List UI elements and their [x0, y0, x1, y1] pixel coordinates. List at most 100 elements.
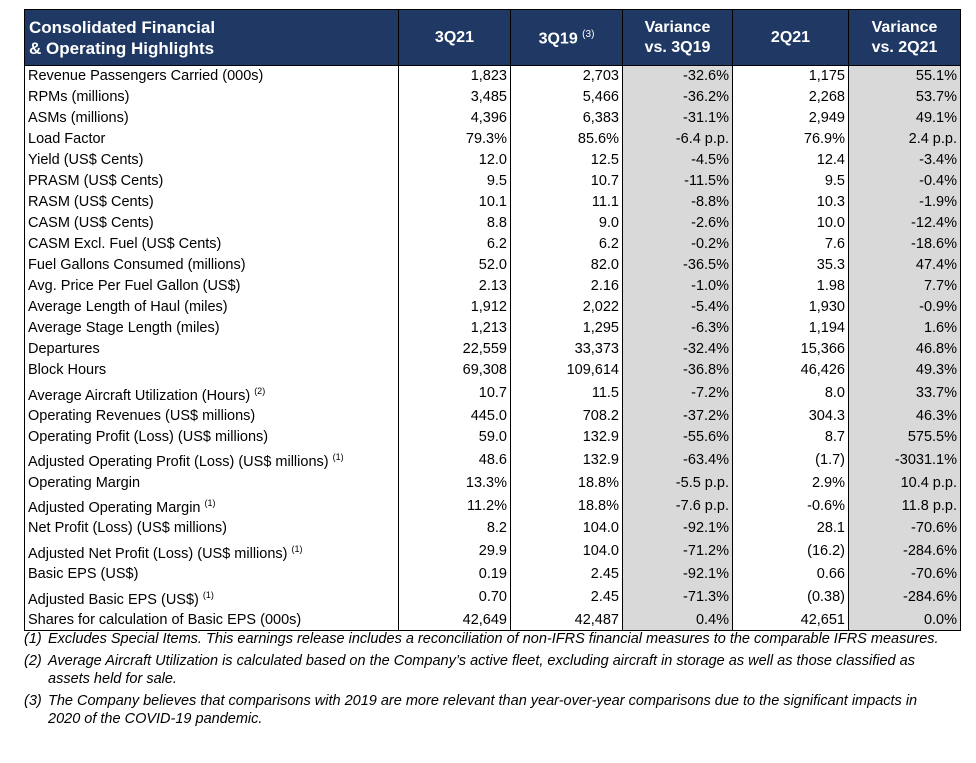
- cell-2q21: 12.4: [732, 149, 849, 171]
- table-row: Yield (US$ Cents) 12.0 12.5 -4.5% 12.4 -3.4%: [24, 149, 961, 171]
- cell-3q21: 48.6: [398, 447, 511, 473]
- cell-variance-3q19: -32.4%: [622, 338, 733, 360]
- table-row: ASMs (millions) 4,396 6,383 -31.1% 2,949 49.1…: [24, 107, 961, 129]
- table-row: Average Aircraft Utilization (Hours) (2)…: [24, 380, 961, 406]
- cell-3q21: 11.2%: [398, 493, 511, 518]
- cell-3q21: 22,559: [398, 338, 511, 360]
- cell-3q21: 3,485: [398, 86, 511, 108]
- cell-variance-2q21: -70.6%: [848, 517, 961, 539]
- table-row: Adjusted Operating Profit (Loss) (US$ mi…: [24, 447, 961, 473]
- row-label: Operating Profit (Loss) (US$ millions): [28, 428, 269, 445]
- cell-2q21: 76.9%: [732, 128, 849, 150]
- cell-variance-3q19: -92.1%: [622, 563, 733, 585]
- cell-3q21: 6.2: [398, 233, 511, 255]
- cell-variance-3q19: 0.4%: [622, 609, 733, 632]
- cell-2q21: 8.0: [732, 380, 849, 406]
- cell-variance-2q21: -284.6%: [848, 538, 961, 564]
- cell-2q21: 1,194: [732, 317, 849, 339]
- cell-variance-3q19: -4.5%: [622, 149, 733, 171]
- row-footnote-ref: (1): [332, 452, 344, 463]
- row-label-cell: Operating Profit (Loss) (US$ millions): [24, 426, 399, 448]
- cell-variance-2q21: 55.1%: [848, 65, 961, 87]
- cell-variance-2q21: 49.1%: [848, 107, 961, 129]
- row-label-cell: Basic EPS (US$): [24, 563, 399, 585]
- col-header-variance-2q21-line1: Variance: [871, 18, 938, 36]
- row-label-cell: RPMs (millions): [24, 86, 399, 108]
- cell-3q19: 12.5: [510, 149, 623, 171]
- cell-3q19: 1,295: [510, 317, 623, 339]
- row-label-cell: Avg. Price Per Fuel Gallon (US$): [24, 275, 399, 297]
- col-header-2q21: 2Q21: [732, 9, 849, 66]
- cell-2q21: 304.3: [732, 405, 849, 427]
- cell-variance-3q19: -71.3%: [622, 584, 733, 610]
- cell-3q19: 33,373: [510, 338, 623, 360]
- row-label-cell: Revenue Passengers Carried (000s): [24, 65, 399, 87]
- cell-variance-3q19: -5.4%: [622, 296, 733, 318]
- cell-3q21: 12.0: [398, 149, 511, 171]
- cell-3q21: 8.8: [398, 212, 511, 234]
- cell-variance-2q21: -18.6%: [848, 233, 961, 255]
- col-header-3q21: 3Q21: [398, 9, 511, 66]
- cell-variance-3q19: -0.2%: [622, 233, 733, 255]
- row-label: RASM (US$ Cents): [28, 194, 154, 210]
- cell-2q21: 1,930: [732, 296, 849, 318]
- table-row: Operating Margin 13.3% 18.8% -5.5 p.p. 2.9% 1…: [24, 472, 961, 494]
- row-label-cell: Adjusted Net Profit (Loss) (US$ millions…: [24, 538, 399, 564]
- cell-3q19: 109,614: [510, 359, 623, 381]
- cell-2q21: 2.9%: [732, 472, 849, 494]
- col-header-3q19-footnote-ref: (3): [582, 29, 595, 41]
- footnote-text: The Company believes that comparisons wi…: [48, 693, 918, 727]
- cell-3q21: 0.19: [398, 563, 511, 585]
- table-row: Departures 22,559 33,373 -32.4% 15,366 46.8%: [24, 338, 961, 360]
- col-header-3q19: 3Q19 (3): [510, 9, 623, 66]
- cell-variance-2q21: 7.7%: [848, 275, 961, 297]
- cell-variance-2q21: 47.4%: [848, 254, 961, 276]
- row-label-cell: Shares for calculation of Basic EPS (000…: [24, 609, 399, 632]
- cell-variance-2q21: 1.6%: [848, 317, 961, 339]
- table-body: Revenue Passengers Carried (000s) 1,823 2,…: [24, 65, 961, 632]
- cell-3q21: 10.1: [398, 191, 511, 213]
- row-footnote-ref: (2): [254, 385, 266, 396]
- cell-2q21: 2,268: [732, 86, 849, 108]
- cell-3q21: 0.70: [398, 584, 511, 610]
- cell-3q19: 11.5: [510, 380, 623, 406]
- cell-2q21: 7.6: [732, 233, 849, 255]
- cell-variance-3q19: -7.2%: [622, 380, 733, 406]
- col-header-variance-2q21-line2: vs. 2Q21: [871, 38, 938, 56]
- cell-3q21: 52.0: [398, 254, 511, 276]
- row-label: Avg. Price Per Fuel Gallon (US$): [28, 278, 241, 294]
- cell-3q19: 6,383: [510, 107, 623, 129]
- footnote-marker: (1): [24, 631, 42, 647]
- row-label-cell: Operating Margin: [24, 472, 399, 494]
- cell-3q21: 9.5: [398, 170, 511, 192]
- col-header-variance-3q19: Variance vs. 3Q19: [622, 9, 733, 66]
- row-label-cell: Adjusted Operating Profit (Loss) (US$ mi…: [24, 447, 399, 473]
- row-footnote-ref: (1): [202, 589, 214, 600]
- table-row: Adjusted Operating Margin (1) 11.2% 18.8% -…: [24, 493, 961, 518]
- row-label-cell: Yield (US$ Cents): [24, 149, 399, 171]
- cell-3q21: 8.2: [398, 517, 511, 539]
- table-row: Net Profit (Loss) (US$ millions) 8.2 104.0…: [24, 517, 961, 539]
- cell-variance-2q21: 46.8%: [848, 338, 961, 360]
- col-header-3q21-label: 3Q21: [434, 28, 475, 46]
- cell-3q21: 79.3%: [398, 128, 511, 150]
- cell-3q21: 2.13: [398, 275, 511, 297]
- col-header-variance-2q21: Variance vs. 2Q21: [848, 9, 961, 66]
- row-label: Net Profit (Loss) (US$ millions): [28, 520, 228, 537]
- cell-variance-2q21: 49.3%: [848, 359, 961, 381]
- row-label: Adjusted Basic EPS (US$): [28, 591, 199, 608]
- row-label: Fuel Gallons Consumed (millions): [28, 257, 246, 273]
- table-title: Consolidated Financial & Operating Highl…: [24, 9, 399, 66]
- cell-3q19: 2,022: [510, 296, 623, 318]
- cell-variance-3q19: -63.4%: [622, 447, 733, 473]
- row-label: Load Factor: [28, 131, 106, 147]
- table-row: Fuel Gallons Consumed (millions) 52.0 82.0…: [24, 254, 961, 276]
- cell-3q19: 5,466: [510, 86, 623, 108]
- footnote: (1) Excludes Special Items. This earnings…: [24, 630, 960, 648]
- cell-variance-3q19: -32.6%: [622, 65, 733, 87]
- table-row: Basic EPS (US$) 0.19 2.45 -92.1% 0.66 -70.6%: [24, 563, 961, 585]
- row-label: Departures: [28, 341, 100, 357]
- footnotes: (1) Excludes Special Items. This earnings…: [24, 630, 960, 732]
- cell-2q21: 46,426: [732, 359, 849, 381]
- cell-2q21: 28.1: [732, 517, 849, 539]
